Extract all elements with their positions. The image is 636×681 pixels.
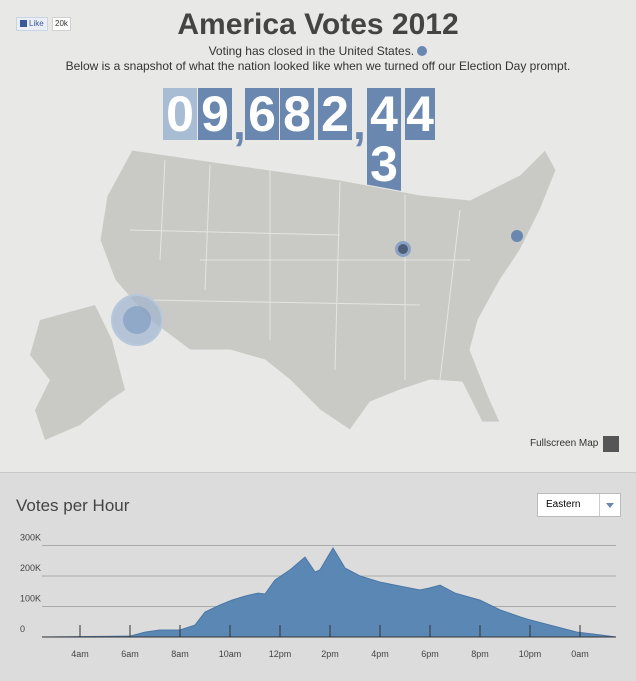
area [41,546,617,638]
x-tick-label: 8pm [471,649,489,659]
us-map [99,149,557,431]
like-count: 20k [52,17,71,31]
page-title: America Votes 2012 [177,8,459,41]
state-lines [129,159,470,381]
y-tick-label: 300K [20,532,41,542]
counter-digit: 2 [318,88,352,140]
x-tick-label: 4pm [371,649,389,659]
timezone-value: Eastern [546,499,581,510]
counter-digit: 6 [245,88,279,140]
description: Below is a snapshot of what the nation l… [65,59,571,73]
x-tick-label: 4am [71,649,89,659]
x-tick-label: 10am [219,649,242,659]
counter-digit: 9 [198,88,232,140]
counter-digit: 0 [163,88,197,140]
activity-bubble [511,230,523,242]
x-tick-label: 10pm [519,649,542,659]
x-tick-label: 12pm [269,649,292,659]
fullscreen-label[interactable]: Fullscreen Map [530,438,599,449]
counter-digit: 8 [280,88,314,140]
counter-separator: , [233,97,246,149]
y-tick-label: 0 [20,624,25,634]
subtitle: Voting has closed in the United States. [208,44,415,58]
x-tick-label: 6pm [421,649,439,659]
counter-digit: 4 [405,86,435,142]
counter-rolling-digit: 3 [367,138,401,192]
x-tick-label: 8am [171,649,189,659]
alaska [30,305,125,440]
y-tick-label: 200K [20,563,41,573]
fullscreen-icon[interactable] [603,436,619,452]
like-label: Like [29,19,44,28]
activity-bubble [123,306,151,334]
timezone-select[interactable]: Eastern [537,493,621,517]
x-tick-label: 0am [571,649,589,659]
activity-bubble [398,244,408,254]
help-icon[interactable] [417,46,428,56]
map[interactable] [0,140,636,470]
chart: 0 100K 200K 300K 4am 6am 8am 10am 12pm 2pm 4pm 6pm 8… [20,532,617,659]
chart-title: Votes per Hour [16,496,130,515]
counter-separator: , [353,97,366,149]
x-tick-label: 6am [121,649,139,659]
counter-digit: 4 [367,88,401,140]
x-tick-label: 2pm [321,649,339,659]
y-tick-label: 100K [20,593,41,603]
like-button[interactable]: Like [16,17,48,31]
